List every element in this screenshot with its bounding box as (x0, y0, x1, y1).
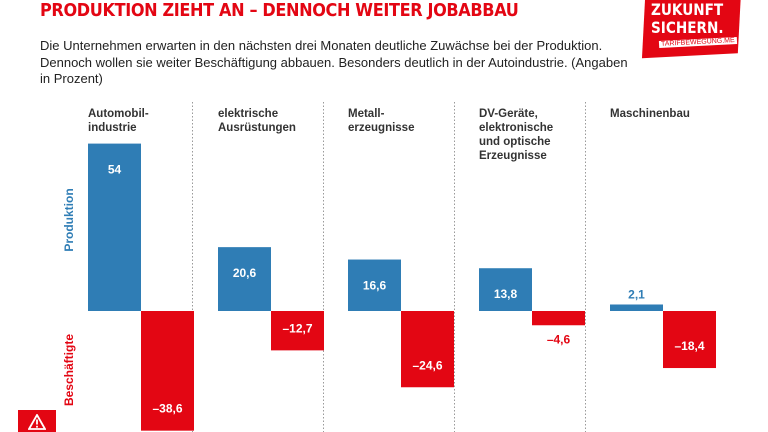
bar-beschaeftigte (271, 311, 324, 351)
data-label-beschaeftigte: –24,6 (412, 358, 442, 372)
data-label-beschaeftigte: –4,6 (547, 332, 571, 346)
bar-produktion (348, 259, 401, 311)
bar-produktion (218, 247, 271, 311)
category-label: Automobil-industrie (88, 108, 149, 134)
data-label-produktion: 20,6 (233, 266, 257, 280)
logo-line-1: ZUKUNFT (651, 0, 724, 19)
data-label-beschaeftigte: –18,4 (674, 339, 704, 353)
logo-line-2: SICHERN. (651, 18, 724, 37)
bar-produktion (88, 143, 141, 311)
data-label-beschaeftigte: –38,6 (152, 402, 182, 416)
page-title: PRODUKTION ZIEHT AN – DENNOCH WEITER JOB… (40, 1, 519, 21)
data-label-produktion: 54 (108, 163, 122, 177)
bar-beschaeftigte (141, 311, 194, 431)
warning-triangle-icon (28, 414, 46, 430)
category-label: elektrische Ausrüstungen (218, 108, 296, 134)
series-label-produktion: Produktion (62, 188, 76, 251)
data-label-produktion: 16,6 (363, 279, 387, 293)
zukunft-sichern-logo: ZUKUNFT SICHERN. TARIFBEWEGUNG.ME (641, 0, 755, 64)
data-label-produktion: 2,1 (628, 287, 645, 301)
bar-produktion (610, 304, 663, 311)
category-label: Metall-erzeugnisse (348, 108, 414, 134)
category-label: Maschinenbau (610, 108, 690, 120)
bar-beschaeftigte (663, 311, 716, 369)
data-label-beschaeftigte: –12,7 (282, 321, 312, 335)
intro-text: Die Unternehmen erwarten in den nächsten… (40, 38, 628, 86)
series-label-beschaeftigte: Beschäftigte (62, 334, 76, 406)
category-label: DV-Geräte, elektronische und optische Erzeu… (479, 108, 553, 162)
data-label-produktion: 13,8 (494, 287, 518, 301)
warning-badge (18, 410, 56, 432)
bar-produktion (479, 268, 532, 311)
bar-beschaeftigte (532, 311, 585, 326)
bar-beschaeftigte (401, 311, 454, 388)
